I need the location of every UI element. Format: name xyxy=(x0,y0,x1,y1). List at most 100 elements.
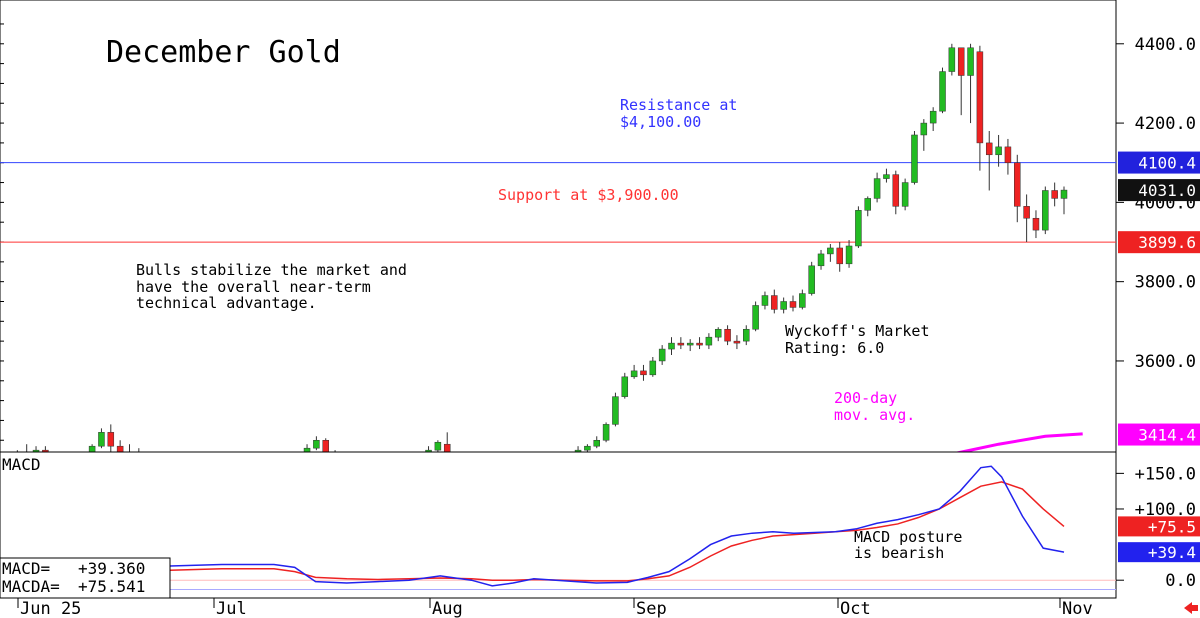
price-tick-label: 4400.0 xyxy=(1135,35,1196,55)
candle-body xyxy=(901,182,909,207)
candle-body xyxy=(873,178,881,199)
price-tick-label: 4200.0 xyxy=(1135,114,1196,134)
resistance-label-1: Resistance at xyxy=(620,96,737,114)
candle-body xyxy=(696,342,703,346)
price-badge-text: 4100.4 xyxy=(1138,154,1196,173)
price-badge xyxy=(1118,423,1200,446)
candle-body xyxy=(883,174,890,179)
macd-panel-title: MACD xyxy=(2,455,41,474)
candle-body xyxy=(705,336,713,346)
macd-badge-text: +75.5 xyxy=(1148,517,1196,536)
ma-label-1: 200-day xyxy=(834,389,897,407)
candle-body xyxy=(602,424,610,441)
candle-body xyxy=(677,342,685,346)
candle-body xyxy=(714,328,722,338)
candle-body xyxy=(920,122,928,136)
candle-body xyxy=(855,210,862,247)
candle-body xyxy=(761,295,769,306)
legend-macd-label: MACD= xyxy=(2,559,50,578)
wyckoff-note-1: Wyckoff's Market xyxy=(785,322,930,340)
candle-body xyxy=(584,445,591,451)
macd-tick-label: +100.0 xyxy=(1135,500,1196,520)
macd-note-1: MACD posture xyxy=(854,528,962,546)
price-tick-label: 3600.0 xyxy=(1135,352,1196,372)
scroll-left-arrow-icon[interactable] xyxy=(1184,602,1198,614)
wyckoff-note-2: Rating: 6.0 xyxy=(785,339,884,357)
x-tick-label: Sep xyxy=(636,599,667,618)
price-badge xyxy=(1118,151,1200,174)
candle-body xyxy=(593,439,600,447)
bulls-note-2: have the overall near-term xyxy=(136,278,371,296)
candle-body xyxy=(845,245,853,265)
candle-body xyxy=(985,142,993,156)
x-axis: Jun 25 Jul Aug Sep Oct Nov xyxy=(17,598,1093,618)
price-badge xyxy=(1118,231,1200,254)
candle-body xyxy=(836,247,843,265)
x-tick-label: Oct xyxy=(840,599,871,618)
candle-body xyxy=(1060,189,1068,199)
candle-body xyxy=(957,47,965,76)
price-badge-text: 4031.0 xyxy=(1138,181,1196,200)
macd-panel: +150.0 +100.0 0.0 MACD MACD posture is bea… xyxy=(0,451,1200,599)
bulls-note-3: technical advantage. xyxy=(136,294,317,312)
candle-body xyxy=(752,305,759,330)
candle-body xyxy=(827,247,834,255)
candle-body xyxy=(1014,162,1021,207)
chart-title: December Gold xyxy=(106,35,341,70)
candle-body xyxy=(771,295,778,310)
candle-body xyxy=(939,71,946,112)
candle-body xyxy=(864,198,872,211)
candle-body xyxy=(612,396,619,425)
candle-body xyxy=(98,432,105,447)
price-badges: 4100.4 4031.0 3899.6 3414.4 xyxy=(1118,151,1200,446)
macd-badge-text: +39.4 xyxy=(1148,543,1196,562)
bulls-note-1: Bulls stabilize the market and xyxy=(136,261,407,279)
x-tick-label: Nov xyxy=(1062,599,1093,618)
candle-body xyxy=(911,134,918,183)
candle-body xyxy=(995,146,1002,156)
candle-body xyxy=(1004,146,1012,163)
candle-body xyxy=(1023,206,1030,219)
candle-body xyxy=(789,301,797,308)
macd-badge xyxy=(1118,516,1200,537)
macd-note-2: is bearish xyxy=(854,544,944,562)
candle-body xyxy=(630,370,638,378)
candle-body xyxy=(1051,190,1058,199)
candle-body xyxy=(107,432,115,447)
candle-body xyxy=(1032,217,1040,231)
candle-body xyxy=(434,441,442,451)
ma-label-2: mov. avg. xyxy=(834,406,915,424)
macd-badge xyxy=(1118,542,1200,563)
candle-body xyxy=(948,47,956,72)
candle-body xyxy=(743,328,750,342)
candle-body xyxy=(668,342,675,350)
candle-body xyxy=(733,340,741,344)
price-tick-label: 3800.0 xyxy=(1135,273,1196,293)
macd-tick-label: +150.0 xyxy=(1135,464,1196,484)
candle-body xyxy=(313,439,320,449)
macd-badges: +75.5 +39.4 xyxy=(1118,516,1200,563)
candle-body xyxy=(929,110,937,124)
candle-body xyxy=(976,51,984,144)
candle-body xyxy=(1042,190,1049,231)
candle-body xyxy=(686,342,694,346)
candle-body xyxy=(967,47,974,76)
x-tick-label: Aug xyxy=(432,599,463,618)
price-badge-text: 3414.4 xyxy=(1138,426,1196,445)
support-label: Support at $3,900.00 xyxy=(498,186,679,204)
macd-y-axis: +150.0 +100.0 0.0 xyxy=(1116,464,1196,591)
candle-body xyxy=(649,360,657,376)
candle-body xyxy=(799,293,806,308)
macd-tick-label: 0.0 xyxy=(1165,571,1196,591)
candle-body xyxy=(780,301,787,310)
legend-macda-value: +75.541 xyxy=(78,577,145,596)
legend-macda-label: MACDA= xyxy=(2,577,60,596)
resistance-label-2: $4,100.00 xyxy=(620,113,701,131)
macd-legend-box xyxy=(0,557,171,599)
candle-body xyxy=(724,328,731,342)
candle-body xyxy=(640,370,647,376)
x-tick-label: Jun 25 xyxy=(20,599,81,618)
